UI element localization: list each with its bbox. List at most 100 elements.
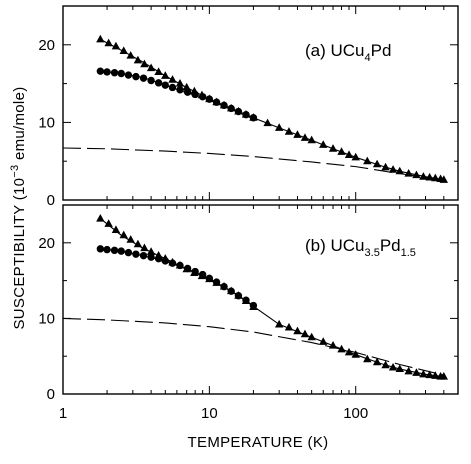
circle-point bbox=[234, 107, 243, 116]
triangle-point bbox=[395, 364, 404, 373]
y-tick-label: 10 bbox=[38, 114, 55, 131]
circle-point bbox=[183, 264, 192, 273]
y-tick-label: 20 bbox=[38, 37, 55, 54]
y-axis-title-prefix: SUSCEPTIBILITY (10 bbox=[11, 178, 28, 330]
panel-label-sub2: 1.5 bbox=[401, 247, 416, 259]
triangle-point bbox=[140, 243, 149, 252]
triangle-point bbox=[293, 326, 302, 335]
circle-point bbox=[96, 245, 105, 253]
circle-point bbox=[161, 81, 169, 89]
triangle-point bbox=[154, 67, 163, 75]
triangle-point bbox=[104, 38, 113, 47]
circle-point bbox=[139, 74, 148, 82]
triangle-point bbox=[388, 165, 398, 173]
fit-curve-circles bbox=[100, 248, 254, 307]
circle-point bbox=[124, 248, 133, 257]
y-tick-label: 0 bbox=[47, 386, 55, 403]
panel-label: (a) UCu4Pd bbox=[305, 41, 391, 64]
triangle-point bbox=[412, 368, 421, 376]
triangle-point bbox=[119, 46, 128, 55]
triangle-point bbox=[381, 360, 390, 369]
triangle-point bbox=[168, 75, 177, 83]
triangle-point bbox=[412, 170, 421, 179]
triangle-point bbox=[328, 341, 338, 349]
circle-point bbox=[96, 67, 105, 75]
circle-point bbox=[242, 110, 250, 119]
circle-point bbox=[191, 267, 199, 276]
triangle-point bbox=[363, 354, 372, 363]
circle-point bbox=[110, 69, 119, 77]
x-tick-label: 1 bbox=[59, 405, 67, 422]
triangle-point bbox=[372, 357, 382, 366]
circle-point bbox=[183, 88, 192, 96]
triangle-point bbox=[419, 172, 428, 180]
circle-point bbox=[168, 83, 177, 92]
y-axis-title-exponent: −3 bbox=[9, 165, 21, 178]
series-circles bbox=[96, 67, 258, 122]
x-tick-label: 100 bbox=[343, 405, 368, 422]
circle-point bbox=[176, 86, 184, 94]
circle-point bbox=[249, 301, 258, 310]
y-tick-label: 20 bbox=[38, 235, 55, 252]
triangle-point bbox=[111, 41, 121, 50]
triangle-point bbox=[439, 175, 449, 183]
circle-point bbox=[117, 247, 125, 255]
y-tick-label: 0 bbox=[47, 192, 55, 209]
triangle-point bbox=[307, 332, 316, 341]
panel-a: 0 10 20 (a) UCu4Pd bbox=[38, 5, 459, 209]
triangle-point bbox=[126, 235, 135, 243]
circle-point bbox=[132, 72, 140, 81]
y-ticks bbox=[63, 5, 458, 201]
circle-point bbox=[227, 287, 235, 295]
triangle-point bbox=[96, 214, 105, 222]
circle-point bbox=[249, 114, 258, 122]
triangle-point bbox=[133, 239, 143, 248]
panel-label-sub1: 3.5 bbox=[365, 247, 380, 259]
circle-point bbox=[227, 104, 235, 113]
triangle-point bbox=[300, 329, 310, 338]
circle-point bbox=[154, 254, 163, 263]
circle-point bbox=[139, 251, 148, 260]
circle-point bbox=[147, 76, 155, 85]
triangle-point bbox=[431, 173, 440, 182]
triangle-point bbox=[388, 362, 398, 371]
triangle-point bbox=[96, 34, 105, 43]
triangle-point bbox=[175, 79, 185, 87]
triangle-point bbox=[133, 55, 143, 64]
triangle-point bbox=[284, 322, 294, 331]
plot-frame bbox=[62, 204, 459, 395]
triangle-point bbox=[439, 372, 449, 380]
triangle-point bbox=[274, 319, 284, 328]
circle-point bbox=[103, 245, 111, 254]
circle-point bbox=[212, 278, 221, 286]
triangle-point bbox=[111, 225, 121, 233]
triangle-point bbox=[307, 135, 316, 144]
triangle-point bbox=[182, 82, 191, 91]
circle-point bbox=[198, 93, 207, 101]
circle-point bbox=[220, 101, 228, 110]
triangle-point bbox=[404, 366, 413, 375]
circle-point bbox=[117, 69, 125, 78]
triangle-point bbox=[404, 169, 413, 177]
panel-label-prefix: (b) UCu bbox=[305, 236, 365, 255]
x-ticks bbox=[62, 205, 459, 394]
triangle-point bbox=[431, 371, 440, 379]
triangle-point bbox=[372, 159, 382, 168]
triangle-point bbox=[119, 230, 128, 239]
triangle-point bbox=[337, 344, 346, 353]
triangle-point bbox=[425, 370, 434, 379]
circle-point bbox=[103, 68, 111, 76]
dashed-line bbox=[62, 317, 444, 376]
triangle-point bbox=[126, 51, 135, 59]
circle-point bbox=[198, 270, 207, 279]
series-triangles bbox=[96, 34, 449, 183]
circle-point bbox=[132, 250, 140, 258]
triangle-point bbox=[319, 140, 328, 148]
triangle-point bbox=[293, 130, 302, 138]
triangle-point bbox=[344, 347, 354, 356]
circle-point bbox=[234, 292, 243, 300]
circle-point bbox=[176, 261, 184, 270]
y-axis-title: SUSCEPTIBILITY (10−3 emu/mole) bbox=[9, 86, 28, 329]
circle-point bbox=[242, 296, 250, 304]
